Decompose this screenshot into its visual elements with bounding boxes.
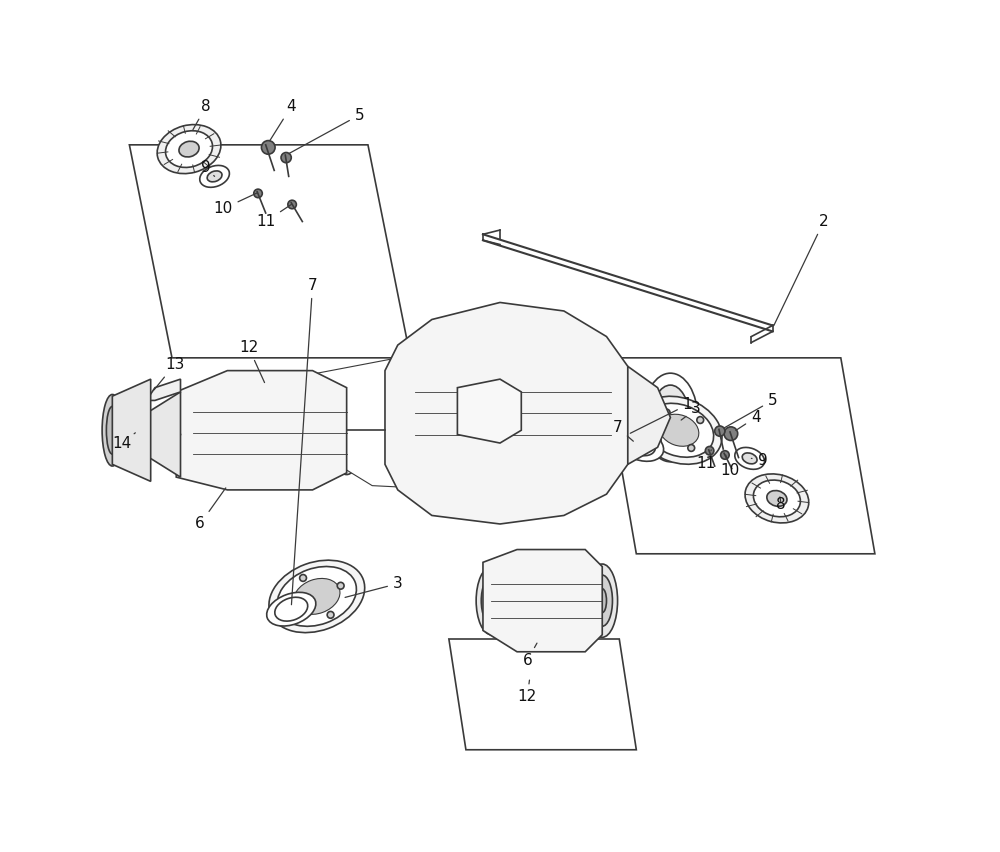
Polygon shape [602, 358, 875, 554]
Ellipse shape [275, 597, 308, 621]
Polygon shape [483, 550, 602, 652]
Ellipse shape [269, 560, 365, 633]
Text: 10: 10 [720, 455, 740, 478]
Polygon shape [628, 366, 670, 464]
Text: 14: 14 [112, 433, 135, 451]
Polygon shape [129, 145, 411, 358]
Polygon shape [176, 371, 347, 490]
Text: 7: 7 [613, 420, 633, 441]
Text: 12: 12 [518, 680, 537, 705]
Ellipse shape [342, 415, 352, 446]
Circle shape [654, 437, 661, 444]
Polygon shape [146, 379, 180, 400]
Ellipse shape [481, 577, 502, 625]
Circle shape [254, 189, 262, 198]
Ellipse shape [157, 124, 221, 174]
Ellipse shape [330, 386, 364, 475]
Text: 11: 11 [697, 450, 716, 471]
Polygon shape [457, 379, 521, 443]
Circle shape [715, 426, 725, 436]
Ellipse shape [102, 394, 123, 466]
Text: 4: 4 [736, 410, 760, 430]
Text: 4: 4 [270, 99, 296, 141]
Ellipse shape [587, 564, 618, 637]
Ellipse shape [592, 575, 612, 626]
Polygon shape [449, 639, 636, 750]
Ellipse shape [626, 434, 655, 456]
Ellipse shape [200, 165, 229, 187]
Polygon shape [146, 392, 180, 477]
Circle shape [148, 415, 162, 429]
Text: 12: 12 [239, 340, 265, 383]
Polygon shape [385, 302, 628, 524]
Ellipse shape [348, 392, 422, 443]
Ellipse shape [179, 141, 199, 157]
Circle shape [663, 409, 670, 416]
Text: 3: 3 [345, 576, 403, 597]
Ellipse shape [745, 474, 809, 523]
Ellipse shape [277, 567, 356, 626]
Circle shape [327, 612, 334, 619]
Ellipse shape [644, 403, 714, 458]
Text: 5: 5 [289, 107, 364, 153]
Ellipse shape [735, 447, 764, 469]
Polygon shape [219, 358, 543, 494]
Polygon shape [112, 379, 151, 481]
Ellipse shape [354, 397, 416, 438]
Ellipse shape [476, 567, 507, 635]
Text: 9: 9 [751, 452, 767, 468]
Text: 9: 9 [201, 160, 215, 176]
Ellipse shape [753, 480, 800, 517]
Text: 3: 3 [681, 401, 701, 420]
Ellipse shape [207, 171, 222, 181]
Circle shape [281, 153, 291, 163]
Circle shape [721, 451, 729, 459]
Ellipse shape [182, 406, 204, 466]
Text: 8: 8 [193, 99, 211, 130]
Circle shape [148, 440, 162, 454]
Text: 6: 6 [195, 488, 226, 532]
Text: 8: 8 [776, 497, 786, 512]
Ellipse shape [166, 130, 213, 168]
Ellipse shape [767, 491, 787, 506]
Circle shape [300, 574, 306, 581]
Ellipse shape [659, 414, 699, 446]
Text: 11: 11 [256, 204, 292, 229]
Ellipse shape [742, 453, 757, 463]
Text: 1: 1 [630, 397, 692, 434]
Ellipse shape [618, 429, 664, 461]
Circle shape [261, 141, 275, 154]
Circle shape [688, 445, 695, 452]
Text: 10: 10 [213, 193, 257, 216]
Ellipse shape [636, 396, 722, 464]
Circle shape [724, 427, 738, 440]
Circle shape [288, 200, 296, 209]
Ellipse shape [336, 398, 358, 463]
Ellipse shape [106, 406, 118, 454]
Ellipse shape [375, 405, 395, 456]
Circle shape [337, 583, 344, 590]
Text: 13: 13 [154, 357, 184, 389]
Circle shape [705, 446, 714, 455]
Ellipse shape [598, 589, 606, 613]
Ellipse shape [267, 592, 316, 626]
Ellipse shape [652, 385, 689, 450]
Circle shape [290, 603, 296, 610]
Ellipse shape [176, 395, 210, 477]
Text: 2: 2 [774, 214, 829, 325]
Text: 5: 5 [724, 393, 777, 428]
Ellipse shape [294, 579, 340, 614]
Text: 7: 7 [291, 278, 317, 605]
Ellipse shape [643, 373, 698, 462]
Text: 6: 6 [522, 643, 537, 668]
Circle shape [697, 417, 704, 423]
